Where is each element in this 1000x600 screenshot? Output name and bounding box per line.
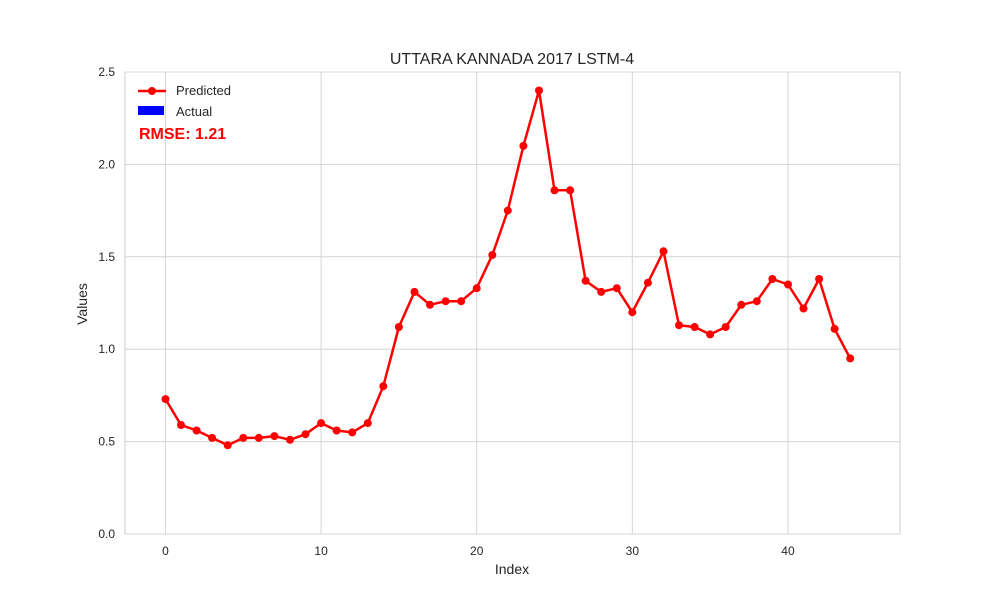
data-point [254, 433, 263, 442]
data-point [177, 421, 185, 429]
legend-actual-label: Actual [176, 104, 212, 119]
data-point [457, 297, 466, 306]
data-point [535, 86, 543, 95]
data-point [208, 433, 217, 442]
data-point [192, 426, 201, 435]
data-point [846, 354, 855, 363]
y-tick-label: 2.5 [98, 65, 115, 79]
data-point [675, 321, 683, 330]
data-point [472, 284, 481, 293]
data-point [239, 433, 248, 442]
data-point [441, 297, 450, 306]
x-tick-label: 0 [162, 544, 169, 558]
data-point [706, 330, 715, 339]
data-point [737, 300, 746, 309]
tick-labels: 0 10 20 30 40 0.0 0.5 1.0 1.5 2.0 2.5 [98, 65, 795, 558]
data-point [581, 276, 590, 285]
data-point [503, 206, 512, 215]
data-point [768, 275, 777, 283]
plot-background [124, 71, 901, 535]
data-point [643, 278, 652, 287]
grid-lines [125, 71, 900, 535]
data-point [332, 426, 341, 435]
data-point [270, 432, 279, 441]
legend-predicted-label: Predicted [176, 83, 231, 98]
x-tick-label: 20 [470, 544, 484, 558]
legend: Predicted Actual [138, 83, 231, 119]
data-point [348, 428, 357, 437]
y-tick-label: 1.0 [98, 342, 115, 356]
series-layer [161, 86, 855, 450]
data-point [410, 287, 419, 296]
data-point [317, 419, 326, 428]
data-point [301, 430, 310, 439]
data-point [628, 308, 637, 317]
chart-title: UTTARA KANNADA 2017 LSTM-4 [390, 51, 634, 68]
x-axis-label: Index [495, 561, 529, 577]
x-tick-label: 10 [314, 544, 328, 558]
data-point [799, 304, 808, 313]
data-point [223, 441, 232, 450]
data-point [161, 395, 170, 404]
data-point [363, 419, 372, 428]
data-point [379, 382, 388, 391]
data-point [659, 247, 668, 256]
data-point [784, 280, 792, 289]
y-tick-label: 2.0 [98, 157, 115, 171]
data-point [612, 284, 621, 293]
data-point [830, 324, 839, 333]
data-point [690, 323, 699, 331]
legend-actual-swatch [138, 106, 164, 115]
data-point [752, 297, 761, 306]
data-point [519, 141, 528, 150]
data-point [566, 186, 575, 195]
data-point [550, 186, 559, 195]
data-point [394, 323, 403, 331]
data-point [721, 323, 730, 331]
y-tick-label: 0.0 [98, 527, 115, 541]
data-point [815, 275, 824, 283]
legend-predicted-marker [148, 87, 156, 95]
data-point [488, 251, 497, 259]
rmse-annotation: RMSE: 1.21 [139, 126, 226, 143]
y-tick-label: 1.5 [98, 250, 115, 264]
x-tick-label: 40 [781, 544, 795, 558]
y-axis-label: Values [74, 283, 90, 325]
data-point [286, 435, 294, 444]
y-tick-label: 0.5 [98, 435, 115, 449]
data-point [597, 287, 606, 296]
x-tick-label: 30 [626, 544, 640, 558]
data-point [426, 300, 434, 309]
